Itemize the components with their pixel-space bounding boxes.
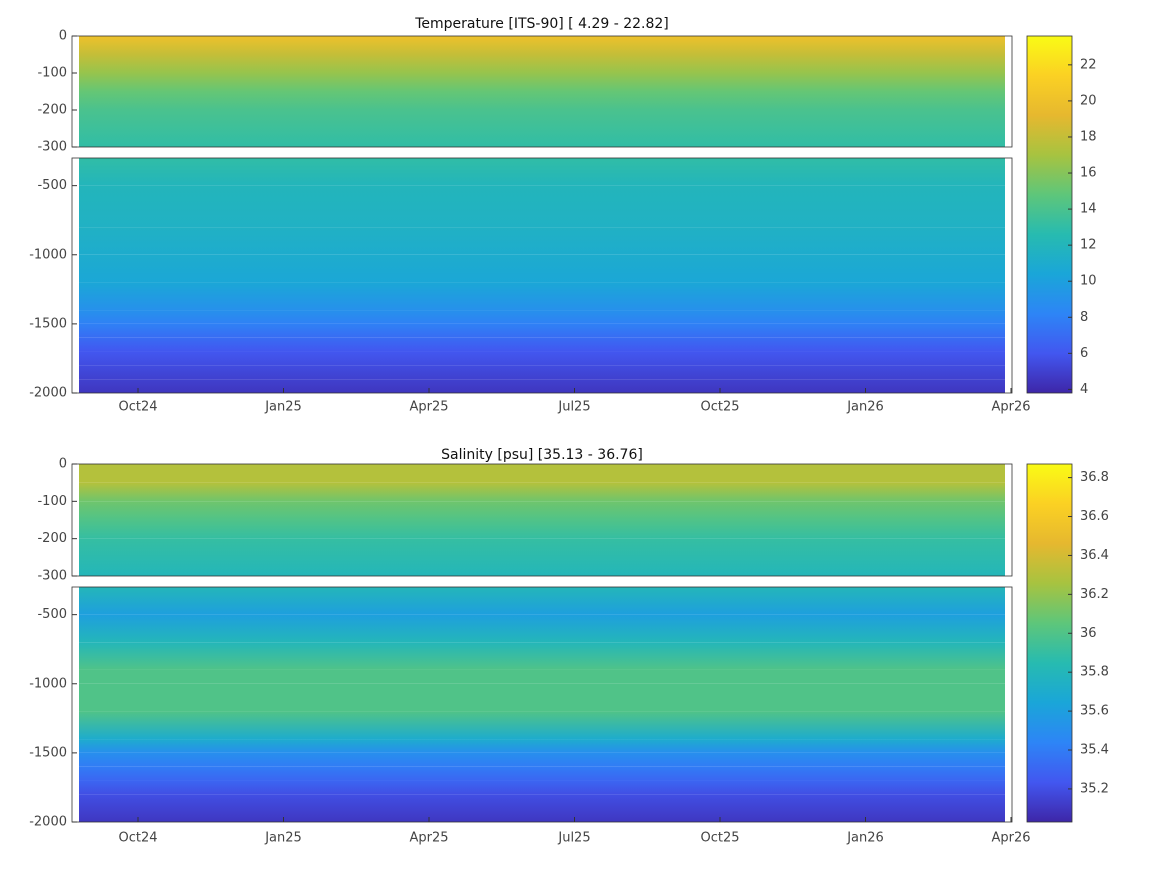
y-tick-label: -2000 (29, 386, 67, 401)
colorbar-tick-label: 14 (1080, 202, 1097, 217)
colorbar-tick-label: 22 (1080, 57, 1097, 72)
x-tick-label: Jul25 (557, 400, 590, 415)
depth-band (79, 794, 1005, 822)
field (79, 464, 1005, 576)
y-tick-label: -300 (37, 569, 67, 584)
depth-band (79, 282, 1005, 311)
depth-band (79, 614, 1005, 643)
axes-box (71, 157, 1013, 394)
x-tick-label: Jan25 (264, 400, 302, 415)
colorbar-tick-label: 8 (1080, 310, 1088, 325)
depth-band (79, 464, 1005, 483)
y-tick-label: -500 (37, 607, 67, 622)
y-tick-label: -200 (37, 531, 67, 546)
x-tick-label: Jul25 (557, 831, 590, 846)
x-tick-label: Oct24 (118, 831, 157, 846)
depth-band (79, 538, 1005, 576)
colorbar-tick-label: 36.4 (1080, 548, 1109, 563)
depth-band (79, 711, 1005, 740)
colorbar-tick-label: 36.8 (1080, 470, 1109, 485)
x-tick-label: Apr25 (409, 400, 448, 415)
depth-band (79, 766, 1005, 781)
depth-band (79, 158, 1005, 186)
depth-band (79, 482, 1005, 502)
x-tick-label: Oct24 (118, 400, 157, 415)
x-tick-label: Apr26 (991, 400, 1030, 415)
colorbar-tick-label: 10 (1080, 274, 1097, 289)
axes-box (71, 586, 1013, 823)
colorbar-tick-label: 35.8 (1080, 665, 1109, 680)
x-tick-label: Jan26 (846, 831, 884, 846)
depth-band (79, 36, 1005, 55)
depth-band (79, 185, 1005, 228)
depth-band (79, 310, 1005, 324)
depth-band (79, 739, 1005, 753)
field (79, 36, 1005, 147)
depth-band (79, 73, 1005, 92)
depth-band (79, 752, 1005, 767)
colorbar-tick-label: 4 (1080, 382, 1088, 397)
colorbar-tick-label: 35.6 (1080, 704, 1109, 719)
depth-band (79, 323, 1005, 338)
x-tick-label: Apr26 (991, 831, 1030, 846)
colorbar-tick-label: 16 (1080, 166, 1097, 181)
axes-box (71, 35, 1013, 148)
chart-title: Temperature [ITS-90] [ 4.29 - 22.82] (414, 16, 669, 32)
axes-box (71, 463, 1013, 577)
colorbar-tick-label: 6 (1080, 346, 1088, 361)
field (79, 587, 1005, 822)
depth-band (79, 91, 1005, 110)
colorbar-tick-label: 36.6 (1080, 509, 1109, 524)
colorbar-tick-label: 12 (1080, 238, 1097, 253)
colorbar-tick-label: 36.2 (1080, 587, 1109, 602)
colorbar-tick-label: 35.2 (1080, 781, 1109, 796)
y-tick-label: -100 (37, 494, 67, 509)
depth-band (79, 780, 1005, 795)
y-tick-label: -300 (37, 140, 67, 155)
y-tick-label: -100 (37, 66, 67, 81)
depth-band (79, 110, 1005, 147)
y-tick-label: -2000 (29, 815, 67, 830)
depth-band (79, 501, 1005, 520)
depth-band (79, 683, 1005, 712)
colorbar (1026, 35, 1073, 394)
y-tick-label: -1500 (29, 745, 67, 760)
depth-band (79, 54, 1005, 73)
colorbar-tick-label: 18 (1080, 129, 1097, 144)
x-tick-label: Jan26 (846, 400, 884, 415)
depth-band (79, 642, 1005, 670)
depth-band (79, 227, 1005, 255)
depth-band (79, 587, 1005, 615)
y-tick-label: -1000 (29, 247, 67, 262)
y-tick-label: -1000 (29, 676, 67, 691)
depth-band (79, 520, 1005, 539)
y-tick-label: -1500 (29, 316, 67, 331)
colorbar-tick-label: 36 (1080, 626, 1097, 641)
x-tick-label: Oct25 (700, 400, 739, 415)
depth-band (79, 254, 1005, 283)
x-tick-label: Apr25 (409, 831, 448, 846)
colorbar-tick-label: 20 (1080, 93, 1097, 108)
depth-band (79, 337, 1005, 352)
depth-band (79, 669, 1005, 684)
colorbar-tick-label: 35.4 (1080, 743, 1109, 758)
x-tick-label: Oct25 (700, 831, 739, 846)
field (79, 158, 1005, 393)
colorbar (1026, 463, 1073, 823)
depth-band (79, 351, 1005, 366)
depth-band (79, 379, 1005, 393)
y-tick-label: -200 (37, 103, 67, 118)
y-tick-label: 0 (59, 457, 67, 472)
y-tick-label: -500 (37, 178, 67, 193)
x-tick-label: Jan25 (264, 831, 302, 846)
depth-band (79, 365, 1005, 380)
chart-title: Salinity [psu] [35.13 - 36.76] (441, 447, 643, 463)
y-tick-label: 0 (59, 29, 67, 44)
